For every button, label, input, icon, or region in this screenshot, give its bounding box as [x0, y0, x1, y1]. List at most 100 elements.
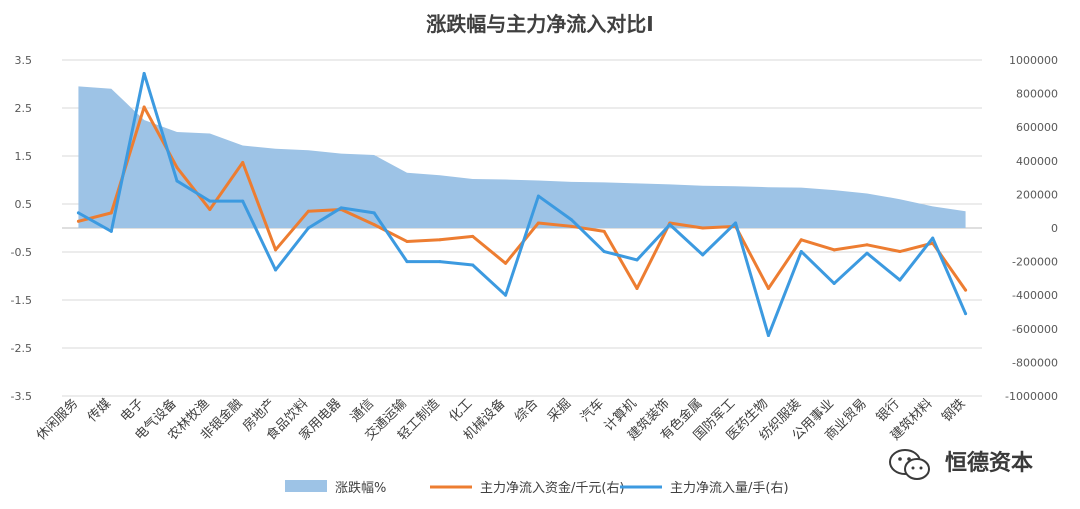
data-point: [832, 248, 836, 252]
data-point: [142, 71, 146, 75]
right-tick-label: -400000: [1012, 289, 1058, 302]
category-label: 采掘: [545, 396, 574, 425]
right-y-axis: 1000000 800000 600000 400000 200000 0 -200000 -…: [1005, 54, 1058, 403]
right-tick-label: -1000000: [1005, 390, 1058, 403]
legend-label: 涨跌幅%: [335, 480, 386, 496]
data-point: [701, 253, 705, 257]
category-label: 钢铁: [939, 396, 968, 425]
data-point: [865, 251, 869, 255]
right-tick-label: 800000: [1016, 88, 1058, 101]
legend-item-0: 涨跌幅%: [285, 480, 386, 496]
left-tick-label: -3.5: [11, 390, 32, 403]
category-label: 电子: [118, 396, 147, 425]
data-point: [241, 199, 245, 203]
data-point: [372, 211, 376, 215]
data-point: [569, 218, 573, 222]
chart-title: 涨跌幅与主力净流入对比I: [426, 12, 653, 36]
data-point: [109, 229, 113, 233]
data-point: [799, 238, 803, 242]
data-point: [766, 286, 770, 290]
legend-label: 主力净流入资金/千元(右): [480, 480, 625, 496]
legend-label: 主力净流入量/手(右): [670, 481, 789, 496]
data-point: [175, 166, 179, 170]
data-point: [438, 238, 442, 242]
category-label: 综合: [512, 396, 541, 425]
left-tick-label: -2.5: [11, 342, 32, 355]
data-point: [471, 263, 475, 267]
left-tick-label: -1.5: [11, 294, 32, 307]
data-point: [635, 258, 639, 262]
left-tick-label: 1.5: [15, 150, 33, 163]
data-point: [76, 219, 80, 223]
data-point: [964, 288, 968, 292]
right-tick-label: 1000000: [1009, 54, 1058, 67]
data-point: [306, 209, 310, 213]
category-label: 通信: [348, 396, 377, 425]
area-series: [78, 86, 966, 229]
data-point: [931, 236, 935, 240]
category-label: 汽车: [577, 396, 607, 426]
right-tick-label: 400000: [1016, 155, 1058, 168]
data-point: [602, 250, 606, 254]
watermark: 恒德资本: [889, 449, 1033, 480]
data-point: [306, 226, 310, 230]
legend-item-2: 主力净流入量/手(右): [620, 481, 789, 496]
left-y-axis: 3.5 2.5 1.5 0.5 -0.5 -1.5 -2.5 -3.5: [11, 54, 32, 403]
data-point: [438, 260, 442, 264]
left-tick-label: 0.5: [15, 198, 33, 211]
data-point: [536, 221, 540, 225]
data-point: [175, 179, 179, 183]
data-point: [569, 224, 573, 228]
data-point: [208, 199, 212, 203]
right-tick-label: 200000: [1016, 188, 1058, 201]
data-point: [668, 223, 672, 227]
line-series: [76, 71, 968, 338]
data-point: [898, 278, 902, 282]
data-point: [898, 250, 902, 254]
data-point: [274, 268, 278, 272]
data-point: [405, 239, 409, 243]
data-point: [865, 243, 869, 247]
category-label: 传媒: [85, 396, 114, 425]
data-point: [964, 312, 968, 316]
data-point: [274, 248, 278, 252]
line-series-2: [76, 71, 968, 338]
legend-swatch: [285, 480, 327, 492]
left-tick-label: 2.5: [15, 102, 33, 115]
data-point: [241, 160, 245, 164]
data-point: [734, 221, 738, 225]
data-point: [701, 226, 705, 230]
right-tick-label: 0: [1051, 222, 1058, 235]
right-tick-label: -800000: [1012, 356, 1058, 369]
legend-item-1: 主力净流入资金/千元(右): [430, 480, 625, 496]
left-tick-label: -0.5: [11, 246, 32, 259]
legend: 涨跌幅% 主力净流入资金/千元(右) 主力净流入量/手(右): [285, 480, 789, 496]
data-point: [142, 105, 146, 109]
left-tick-label: 3.5: [15, 54, 33, 67]
data-point: [339, 206, 343, 210]
data-point: [832, 281, 836, 285]
data-point: [76, 211, 80, 215]
data-point: [372, 223, 376, 227]
data-point: [208, 208, 212, 212]
wechat-icon: [889, 449, 930, 480]
area-series-0: [78, 86, 966, 229]
right-tick-label: 600000: [1016, 121, 1058, 134]
data-point: [109, 211, 113, 215]
data-point: [504, 293, 508, 297]
data-point: [766, 334, 770, 338]
right-tick-label: -200000: [1012, 256, 1058, 269]
category-label: 银行: [874, 396, 903, 425]
data-point: [536, 194, 540, 198]
data-point: [799, 250, 803, 254]
data-point: [602, 229, 606, 233]
category-label: 休闲服务: [33, 396, 81, 444]
data-point: [471, 234, 475, 238]
data-point: [405, 260, 409, 264]
category-label: 化工: [447, 396, 476, 425]
watermark-text: 恒德资本: [945, 450, 1033, 476]
right-tick-label: -600000: [1012, 323, 1058, 336]
data-point: [635, 286, 639, 290]
